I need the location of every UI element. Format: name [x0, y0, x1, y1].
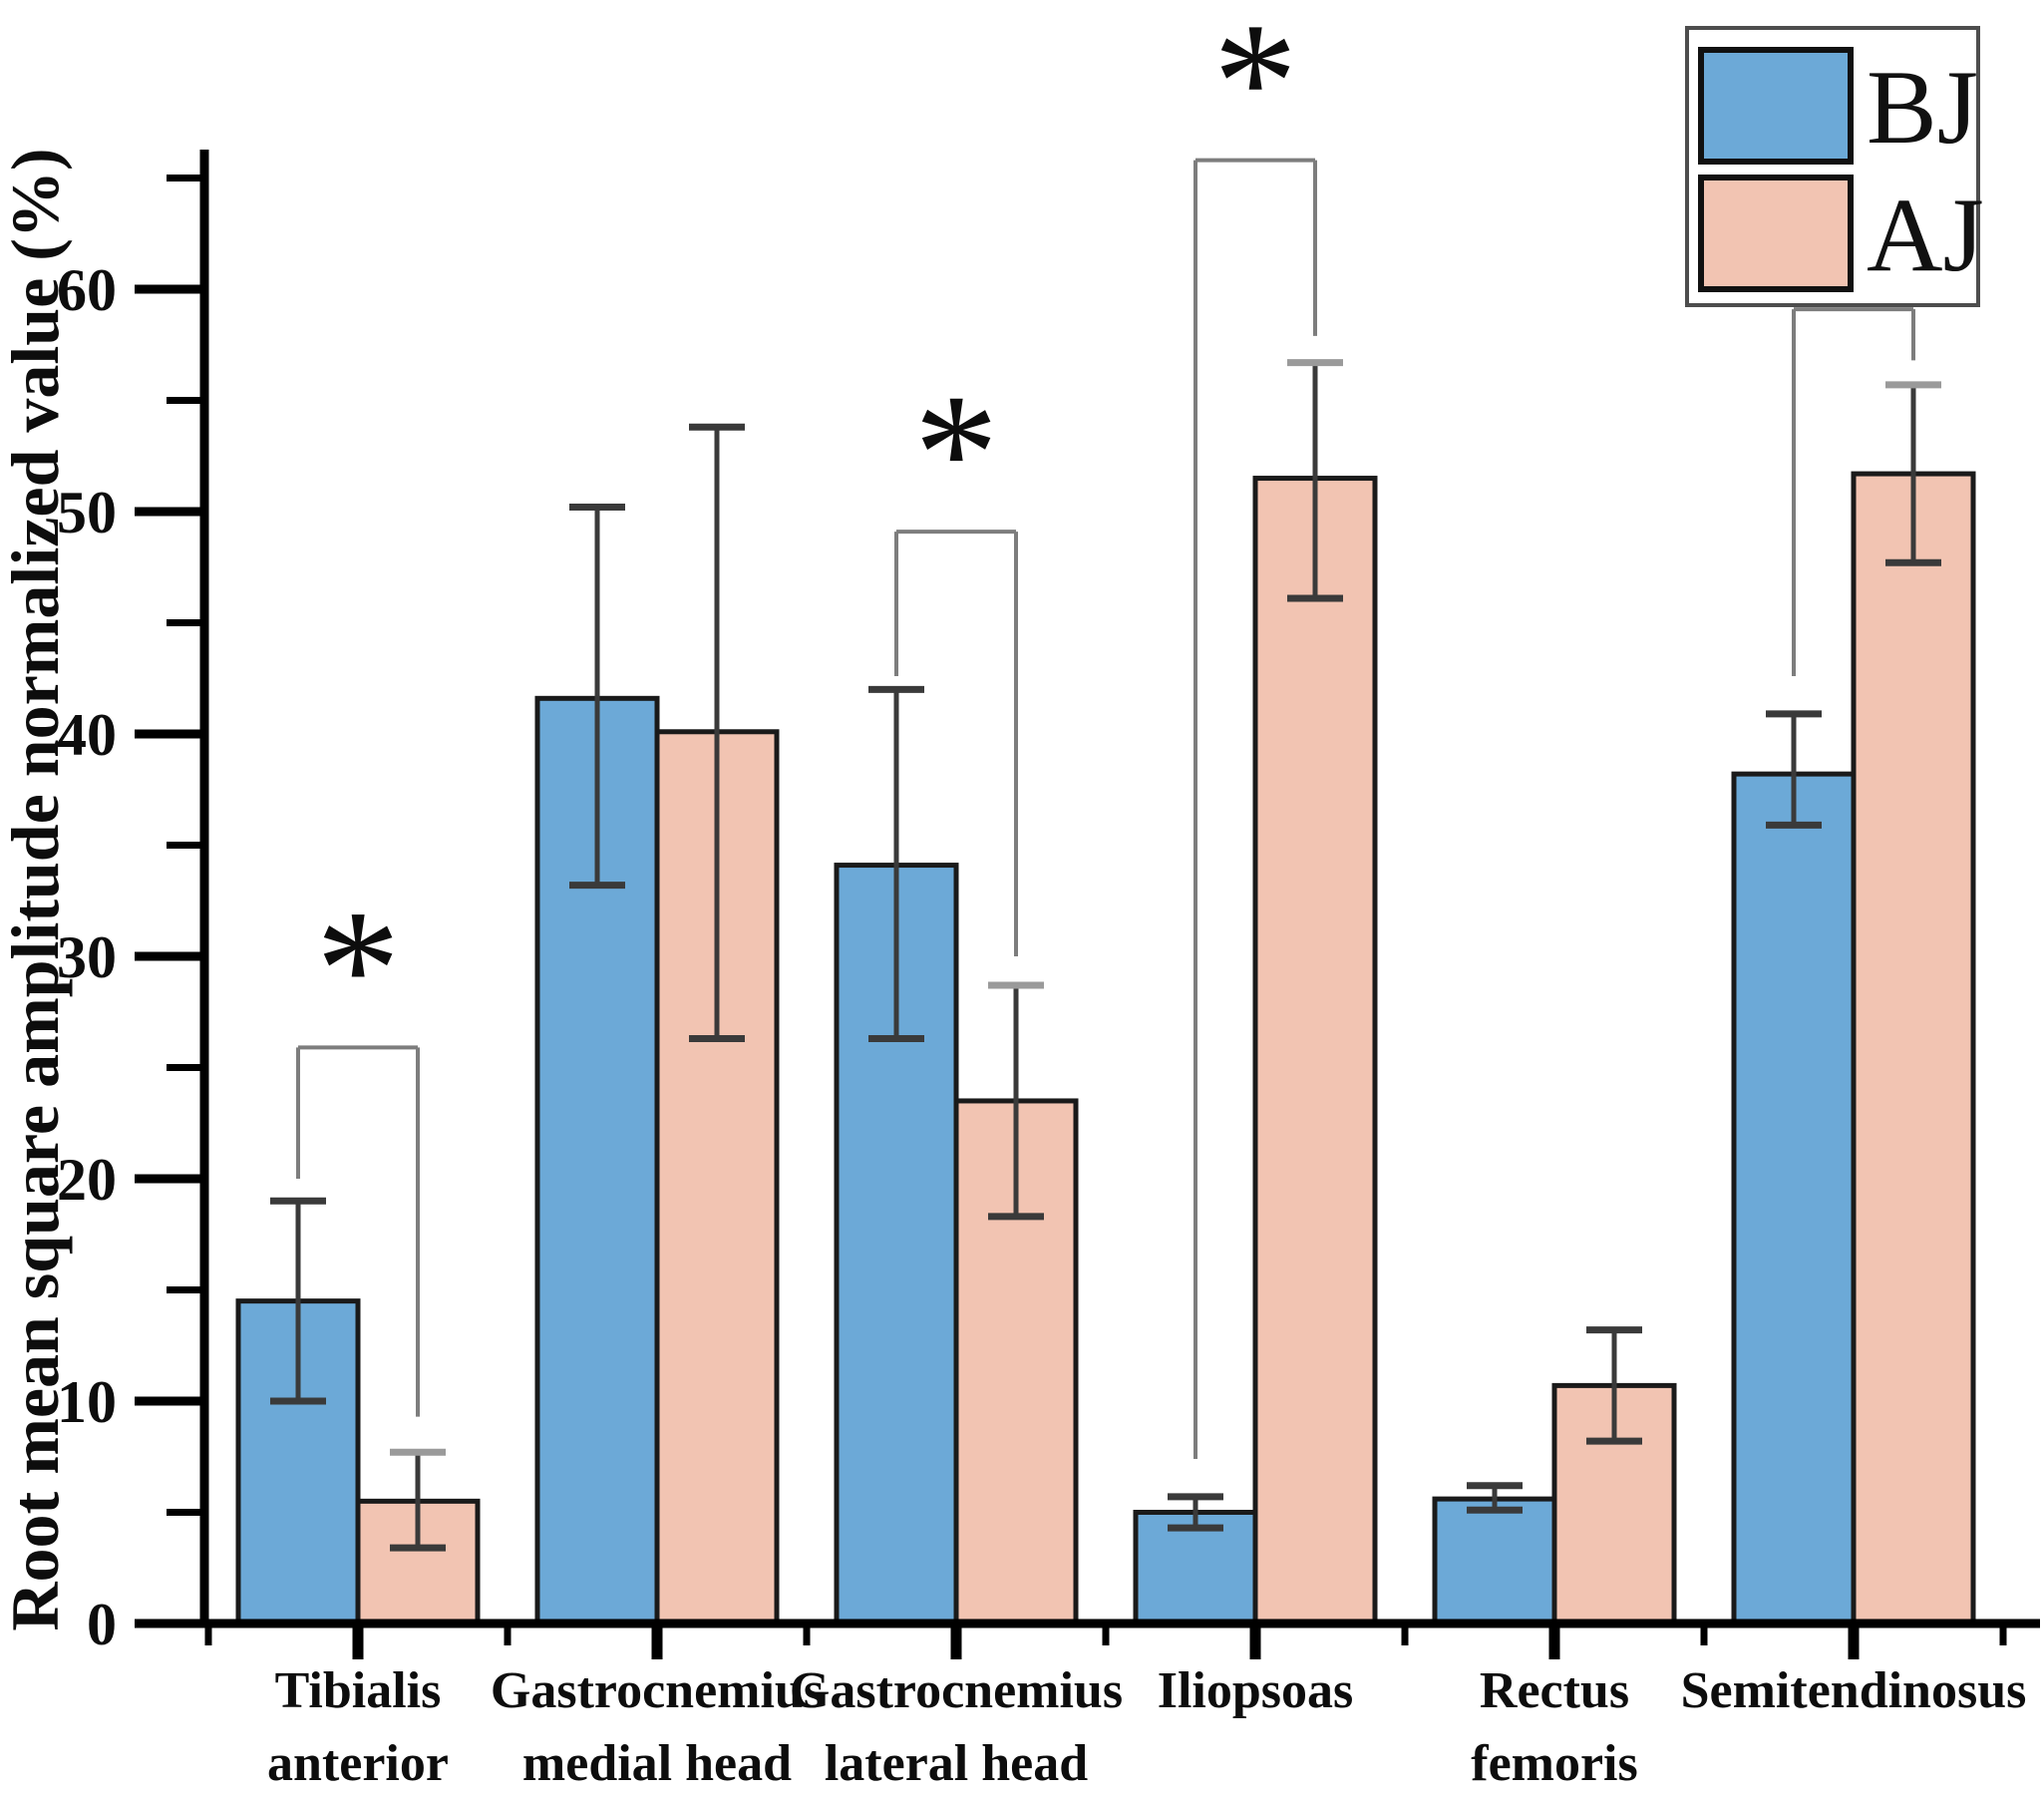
- category-label: Iliopsoas: [1158, 1662, 1354, 1719]
- bar-bj-4: [1432, 1496, 1557, 1626]
- sig-asterisk: *: [316, 875, 401, 1062]
- category-label: Gastrocnemius lateral head: [790, 1662, 1123, 1792]
- bars-layer: [235, 471, 1976, 1626]
- y-tick-label: 40: [57, 702, 117, 768]
- bar-aj-5: [1851, 471, 1976, 1626]
- category-label: Semitendinosus: [1681, 1662, 2027, 1719]
- sig-asterisk: *: [914, 359, 999, 546]
- category-label: Tibialis anterior: [267, 1662, 449, 1792]
- y-tick-label: 0: [87, 1592, 117, 1657]
- y-tick-label: 10: [57, 1369, 117, 1435]
- legend-swatch-bj: [1698, 47, 1854, 165]
- y-tick-label: 30: [57, 924, 117, 990]
- y-tick-label: 50: [57, 480, 117, 545]
- bar-bj-5: [1731, 771, 1857, 1626]
- category-labels-layer: Tibialis anterior Gastrocnemius medial head…: [267, 1662, 2026, 1792]
- axis-ticks-layer: 0 10 20 30 40 50 60: [57, 175, 2007, 1659]
- legend-swatch-aj: [1698, 175, 1854, 292]
- y-tick-label: 60: [57, 257, 117, 323]
- bar-aj-3: [1252, 476, 1378, 1626]
- category-label: Rectus femoris: [1471, 1662, 1637, 1792]
- sig-asterisk: *: [1213, 0, 1298, 176]
- legend-label-aj: AJ: [1867, 177, 1984, 293]
- category-label: Gastrocnemius medial head: [491, 1662, 824, 1792]
- y-axis-title: Root mean square amplitude normalized va…: [0, 148, 73, 1630]
- error-bars-layer: [270, 359, 1941, 1552]
- axes-layer: [196, 150, 2040, 1628]
- legend: BJ AJ: [1685, 26, 1984, 307]
- y-tick-label: 20: [57, 1147, 117, 1213]
- legend-label-bj: BJ: [1867, 49, 1978, 166]
